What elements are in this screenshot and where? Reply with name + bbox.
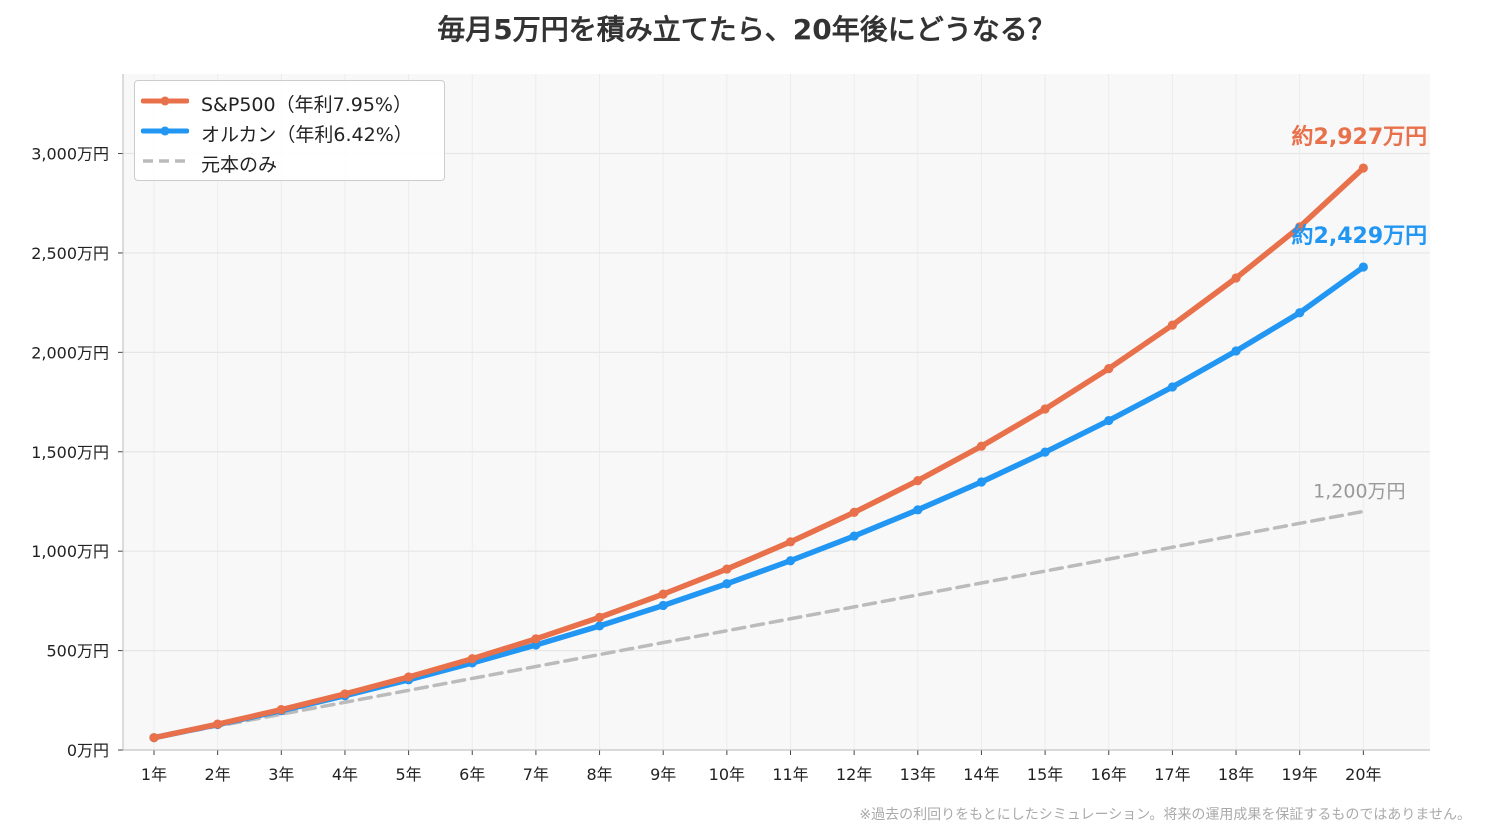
legend: S&P500（年利7.95%） オルカン（年利6.42%） 元本のみ xyxy=(134,80,445,181)
legend-swatch-sp500 xyxy=(141,96,189,106)
x-tick-label: 16年 xyxy=(1091,765,1127,784)
data-point-0 xyxy=(1167,320,1177,330)
x-tick-label: 13年 xyxy=(900,765,936,784)
x-tick-label: 5年 xyxy=(396,765,422,784)
data-point-0 xyxy=(213,719,223,729)
data-point-0 xyxy=(913,475,923,486)
x-tick-label: 2年 xyxy=(205,765,231,784)
data-point-1 xyxy=(976,477,987,487)
data-point-1 xyxy=(1231,346,1241,356)
series-line-0 xyxy=(151,165,1367,741)
legend-item-sp500: S&P500（年利7.95%） xyxy=(135,87,444,116)
data-point-1 xyxy=(1040,447,1050,457)
x-tick-label: 14年 xyxy=(963,765,999,784)
data-point-0 xyxy=(1040,404,1050,414)
legend-label-sp500: S&P500（年利7.95%） xyxy=(201,94,412,116)
legend-item-orukan: オルカン（年利6.42%） xyxy=(135,117,444,146)
x-tick-label: 6年 xyxy=(459,765,485,784)
data-point-0 xyxy=(404,672,414,682)
data-point-0 xyxy=(1231,273,1241,283)
data-point-0 xyxy=(849,507,859,518)
series xyxy=(149,163,1368,743)
data-point-0 xyxy=(1104,364,1114,374)
end-label-2: 1,200万円 xyxy=(1313,480,1405,502)
x-tick-label: 18年 xyxy=(1218,765,1254,784)
axes: 0万円 500万円 1,000万円 1,500万円 2,000万円 2,500万円 3,00… xyxy=(31,74,1430,784)
data-point-0 xyxy=(276,705,286,715)
x-tick-label: 19年 xyxy=(1282,765,1318,784)
plot-area xyxy=(123,74,1430,750)
x-tick-label: 12年 xyxy=(836,765,872,784)
x-tick-label: 8年 xyxy=(586,765,612,784)
end-label-1: 約2,429万円 xyxy=(1292,223,1428,249)
data-point-0 xyxy=(722,564,732,574)
y-tick-label: 1,000万円 xyxy=(31,542,109,561)
data-point-1 xyxy=(849,531,859,541)
x-tick-label: 9年 xyxy=(650,765,676,784)
series-line-2 xyxy=(152,509,1366,740)
data-point-0 xyxy=(149,733,159,743)
x-tick-label: 15年 xyxy=(1027,765,1063,784)
x-tick-label: 20年 xyxy=(1345,765,1381,784)
grid xyxy=(123,74,1430,751)
y-tick-label: 2,000万円 xyxy=(31,343,109,362)
legend-label-orukan: オルカン（年利6.42%） xyxy=(201,124,413,146)
data-point-1 xyxy=(722,579,732,589)
data-point-1 xyxy=(1104,415,1114,426)
y-tick-label: 2,500万円 xyxy=(31,244,109,263)
legend-item-principal: 元本のみ xyxy=(135,147,444,176)
legend-label-principal: 元本のみ xyxy=(201,154,278,176)
data-point-0 xyxy=(467,654,477,664)
x-tick-label: 17年 xyxy=(1154,765,1190,784)
data-point-0 xyxy=(658,589,668,599)
footnote: ※過去の利回りをもとにしたシミュレーション。将来の運用成果を保証するものではあり… xyxy=(859,807,1471,823)
x-tick-label: 1年 xyxy=(141,765,167,784)
legend-swatch-principal xyxy=(143,159,187,163)
end-label-0: 約2,927万円 xyxy=(1292,124,1428,150)
data-point-0 xyxy=(594,612,605,622)
data-point-1 xyxy=(1295,308,1305,318)
legend-swatch-orukan xyxy=(141,126,189,136)
chart-title: 毎月5万円を積み立てたら、20年後にどうなる？ xyxy=(437,13,1056,46)
data-point-1 xyxy=(658,600,668,611)
data-point-0 xyxy=(785,537,796,547)
x-tick-label: 10年 xyxy=(709,765,745,784)
y-tick-label: 3,000万円 xyxy=(31,145,109,164)
x-tick-label: 7年 xyxy=(523,765,549,784)
data-point-0 xyxy=(340,689,350,699)
data-point-0 xyxy=(1358,163,1368,173)
data-point-0 xyxy=(531,634,541,644)
y-tick-label: 0万円 xyxy=(67,741,109,760)
data-point-1 xyxy=(594,621,605,631)
data-point-0 xyxy=(976,441,987,451)
x-tick-label: 3年 xyxy=(268,765,294,784)
x-tick-label: 4年 xyxy=(332,765,358,784)
data-point-1 xyxy=(785,556,796,566)
y-tick-label: 500万円 xyxy=(46,642,109,661)
x-tick-label: 11年 xyxy=(772,765,808,784)
data-point-0 xyxy=(1295,222,1305,232)
data-point-1 xyxy=(1358,262,1368,272)
data-point-1 xyxy=(913,505,923,515)
y-tick-label: 1,500万円 xyxy=(31,443,109,462)
data-point-1 xyxy=(1167,382,1177,392)
